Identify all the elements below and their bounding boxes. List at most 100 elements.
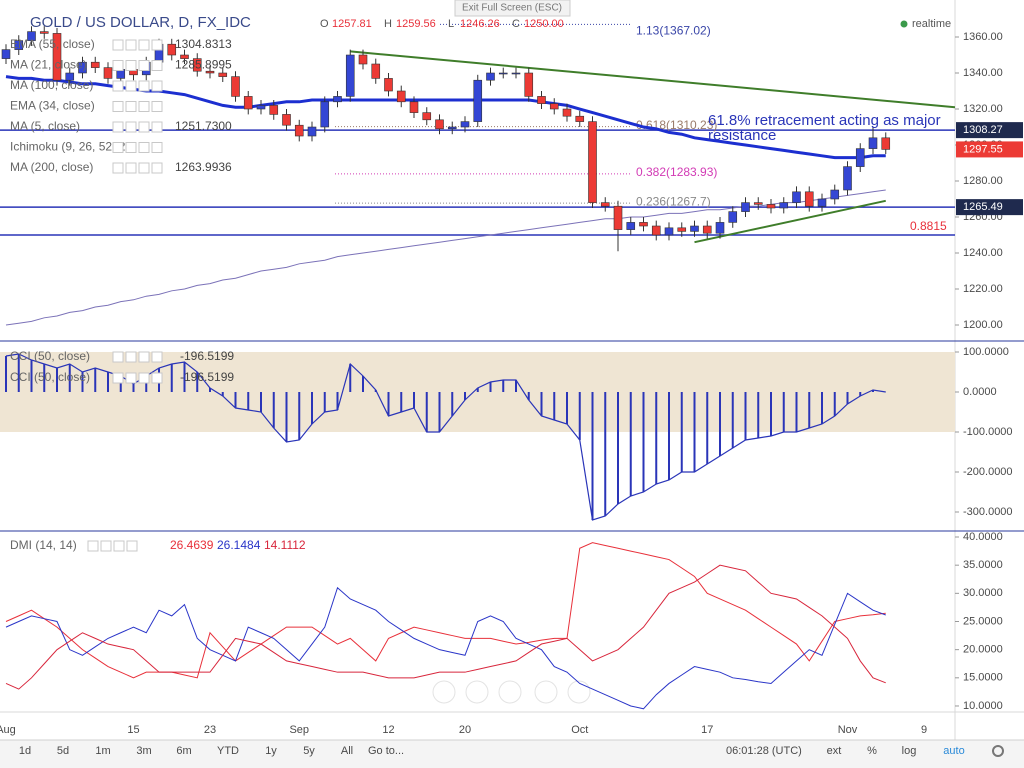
candle-body bbox=[256, 105, 266, 110]
legend-icon[interactable] bbox=[100, 540, 112, 552]
candle-body bbox=[766, 204, 776, 209]
exit-button-bg[interactable] bbox=[454, 0, 571, 17]
legend-icon[interactable] bbox=[151, 372, 163, 384]
candle-body bbox=[868, 137, 878, 149]
legend-icon[interactable] bbox=[125, 39, 137, 51]
legend-icon[interactable] bbox=[126, 540, 138, 552]
legend-icon[interactable] bbox=[151, 80, 163, 92]
legend-icon[interactable] bbox=[112, 142, 124, 153]
fib-label: 0.382(1283.93) bbox=[636, 165, 717, 179]
candle-body bbox=[549, 103, 559, 110]
cci-bar bbox=[311, 392, 313, 424]
legend-icon[interactable] bbox=[151, 142, 163, 153]
cci-bar bbox=[515, 380, 517, 392]
option-button[interactable]: % bbox=[867, 745, 877, 757]
range-button[interactable]: 1d bbox=[19, 745, 31, 757]
option-button[interactable]: ext bbox=[827, 745, 842, 757]
legend-icon[interactable] bbox=[151, 162, 163, 174]
legend-icon[interactable] bbox=[112, 351, 124, 363]
legend-icon[interactable] bbox=[87, 540, 99, 552]
option-button[interactable]: log bbox=[902, 745, 917, 757]
candle-body bbox=[855, 148, 865, 167]
status-dot bbox=[900, 20, 908, 28]
candle-body bbox=[52, 33, 62, 81]
trend-line bbox=[694, 199, 886, 244]
nav-button[interactable] bbox=[567, 680, 591, 704]
goto-button[interactable]: Go to... bbox=[368, 745, 404, 757]
legend-icon[interactable] bbox=[138, 80, 150, 92]
clock: 06:01:28 (UTC) bbox=[726, 745, 802, 757]
legend-icon[interactable] bbox=[113, 540, 125, 552]
y-tick-label: 40.0000 bbox=[963, 531, 1003, 543]
candle-body bbox=[626, 222, 636, 230]
legend-icon[interactable] bbox=[112, 39, 124, 51]
legend-icon[interactable] bbox=[138, 60, 150, 71]
range-button[interactable]: 1m bbox=[95, 745, 110, 757]
cci-bar bbox=[719, 392, 721, 456]
y-tick-label: 20.0000 bbox=[963, 644, 1003, 656]
legend-icon[interactable] bbox=[138, 101, 150, 112]
legend-icon[interactable] bbox=[138, 372, 150, 384]
legend-icon[interactable] bbox=[151, 351, 163, 363]
legend-icon[interactable] bbox=[138, 142, 150, 153]
legend-icon[interactable] bbox=[125, 60, 137, 71]
candle-body bbox=[664, 227, 674, 236]
trend-line bbox=[350, 50, 955, 109]
legend-icon[interactable] bbox=[151, 101, 163, 112]
range-button[interactable]: 3m bbox=[136, 745, 151, 757]
legend-icon[interactable] bbox=[112, 372, 124, 384]
legend-icon[interactable] bbox=[125, 101, 137, 112]
legend-icon[interactable] bbox=[125, 142, 137, 153]
range-button[interactable]: All bbox=[341, 745, 353, 757]
candle-body bbox=[830, 189, 840, 200]
cci-bar bbox=[438, 392, 441, 432]
dmi-line bbox=[5, 542, 886, 679]
legend-icon[interactable] bbox=[125, 121, 137, 133]
legend-icon[interactable] bbox=[138, 39, 150, 51]
legend-icon[interactable] bbox=[112, 60, 124, 71]
option-button[interactable]: auto bbox=[943, 745, 964, 757]
legend-icon[interactable] bbox=[125, 80, 137, 92]
nav-button[interactable] bbox=[432, 680, 456, 704]
legend-icon[interactable] bbox=[151, 39, 163, 51]
legend-icon[interactable] bbox=[125, 372, 137, 384]
legend-icon[interactable] bbox=[112, 162, 124, 174]
candle-body bbox=[447, 126, 457, 130]
cci-bar bbox=[872, 390, 874, 392]
legend-icon[interactable] bbox=[138, 351, 150, 363]
legend-icon[interactable] bbox=[138, 121, 150, 133]
range-button[interactable]: YTD bbox=[217, 745, 239, 757]
y-tick-label: 15.0000 bbox=[963, 672, 1003, 684]
fib-label: 0.236(1267.7) bbox=[636, 194, 711, 208]
candle-body bbox=[243, 96, 253, 110]
legend-icon[interactable] bbox=[112, 121, 124, 133]
legend-icon[interactable] bbox=[151, 121, 163, 133]
cci-bar bbox=[107, 372, 109, 392]
exit-button[interactable]: Exit Full Screen (ESC) bbox=[462, 3, 562, 14]
indicator-name: CCI (50, close) bbox=[10, 370, 90, 384]
nav-button[interactable] bbox=[534, 680, 558, 704]
nav-button[interactable] bbox=[465, 680, 489, 704]
legend-icon[interactable] bbox=[112, 80, 124, 92]
cci-bar bbox=[591, 392, 594, 520]
candle-body bbox=[294, 124, 304, 137]
cci-bar bbox=[362, 376, 364, 392]
x-tick-label: 9 bbox=[921, 724, 927, 736]
cci-bar bbox=[502, 380, 505, 392]
candle-body bbox=[90, 61, 100, 68]
nav-button[interactable] bbox=[498, 680, 522, 704]
range-button[interactable]: 6m bbox=[176, 745, 191, 757]
range-button[interactable]: 5y bbox=[303, 745, 315, 757]
legend-icon[interactable] bbox=[151, 60, 163, 71]
legend-icon[interactable] bbox=[138, 162, 150, 174]
candle-body bbox=[218, 72, 228, 77]
range-button[interactable]: 5d bbox=[57, 745, 69, 757]
legend-icon[interactable] bbox=[112, 101, 124, 112]
settings-button[interactable] bbox=[992, 745, 1004, 757]
range-button[interactable]: 1y bbox=[265, 745, 277, 757]
nav-buttons bbox=[432, 680, 591, 704]
legend-icon[interactable] bbox=[125, 351, 137, 363]
legend-icon[interactable] bbox=[125, 162, 137, 174]
candle-body bbox=[282, 114, 291, 126]
